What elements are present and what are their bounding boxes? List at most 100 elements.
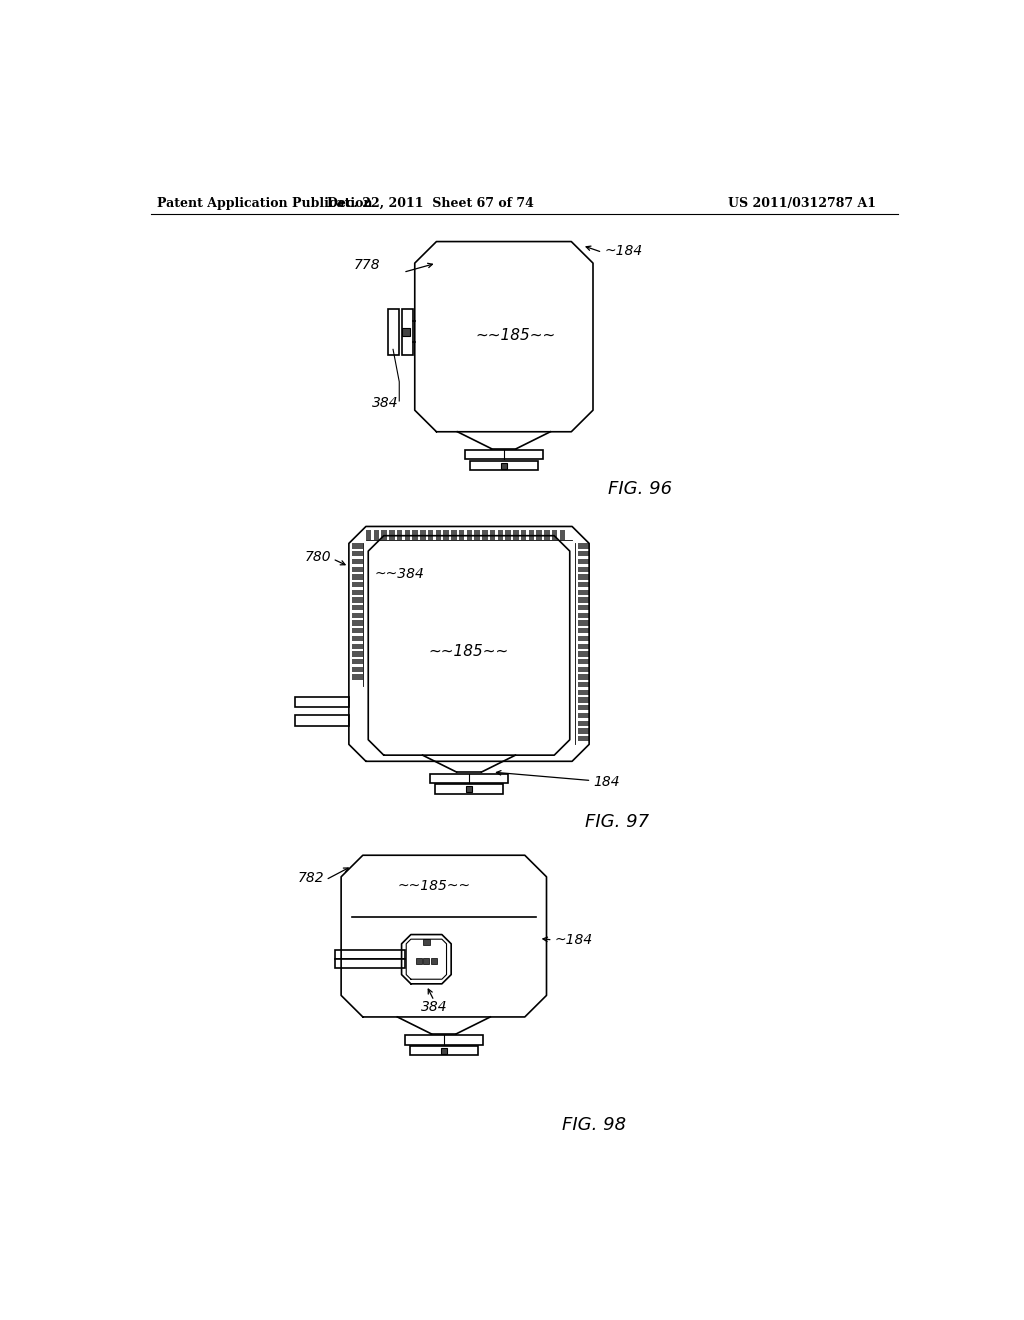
Bar [579,667,589,672]
Bar [467,529,472,540]
Bar [459,529,464,540]
Bar [579,721,589,726]
Bar [428,529,433,540]
Bar [579,651,589,656]
Bar [413,529,418,540]
Bar [374,529,379,540]
Bar [404,529,410,540]
Text: ~~185~~: ~~185~~ [397,879,471,894]
Text: 384: 384 [421,1001,447,1014]
Bar [431,958,437,964]
Bar [498,529,503,540]
Bar [579,737,589,742]
Text: US 2011/0312787 A1: US 2011/0312787 A1 [728,197,877,210]
Bar [544,529,550,540]
Bar [402,309,414,355]
Text: 782: 782 [297,871,324,886]
Bar [295,697,349,708]
Bar [579,636,589,642]
Bar [579,682,589,688]
Bar [579,697,589,702]
Bar [352,597,362,603]
Text: Patent Application Publication: Patent Application Publication [158,197,373,210]
Bar [352,644,362,649]
Bar [579,729,589,734]
Bar [579,644,589,649]
Bar [352,552,362,557]
Bar [352,558,362,564]
Text: 184: 184 [593,775,620,789]
Bar [335,960,404,969]
Bar [443,529,449,540]
Bar [352,628,362,634]
Bar [352,651,362,656]
Bar [352,544,362,549]
Bar [440,1048,446,1053]
Bar [366,529,372,540]
Bar [513,529,518,540]
Bar [579,574,589,579]
Bar [579,690,589,696]
Bar [579,605,589,610]
Text: 384: 384 [372,396,398,411]
Bar [416,958,422,964]
Bar [352,605,362,610]
Bar [579,620,589,626]
Bar [579,612,589,618]
Bar [506,529,511,540]
Bar [579,597,589,603]
Bar [579,628,589,634]
Bar [579,713,589,718]
Bar [482,529,487,540]
Bar [465,450,543,459]
Bar [352,574,362,579]
Bar [352,620,362,626]
Bar [470,461,538,470]
Bar [352,659,362,664]
Bar [406,1035,482,1044]
Bar [352,636,362,642]
Bar [579,552,589,557]
Text: ~184: ~184 [554,933,593,946]
Text: ~~185~~: ~~185~~ [475,327,556,343]
Text: ~~384: ~~384 [375,568,424,581]
Bar [389,529,394,540]
Text: FIG. 97: FIG. 97 [586,813,649,832]
Bar [381,529,387,540]
Bar [420,529,426,540]
Bar [410,1047,478,1056]
Text: FIG. 96: FIG. 96 [608,480,673,499]
Bar [579,590,589,595]
Bar [489,529,496,540]
Bar [430,774,508,783]
Text: Dec. 22, 2011  Sheet 67 of 74: Dec. 22, 2011 Sheet 67 of 74 [327,197,534,210]
Bar [388,309,399,355]
Bar [466,785,472,792]
Bar [579,705,589,710]
Text: ~~185~~: ~~185~~ [429,644,509,659]
Bar [560,529,565,540]
Bar [295,715,349,726]
Bar [528,529,535,540]
Bar [352,582,362,587]
Bar [537,529,542,540]
Bar [352,590,362,595]
Bar [579,566,589,572]
Bar [552,529,557,540]
Bar [452,529,457,540]
Bar [352,675,362,680]
Bar [335,950,404,960]
Bar [435,784,503,793]
Text: 780: 780 [304,550,331,564]
Bar [423,940,430,945]
Bar [352,667,362,672]
Bar [352,612,362,618]
Bar [402,327,410,335]
Bar [352,566,362,572]
Text: 778: 778 [353,257,380,272]
Bar [579,558,589,564]
Bar [579,659,589,664]
Bar [501,462,507,469]
Bar [521,529,526,540]
Bar [423,958,429,964]
